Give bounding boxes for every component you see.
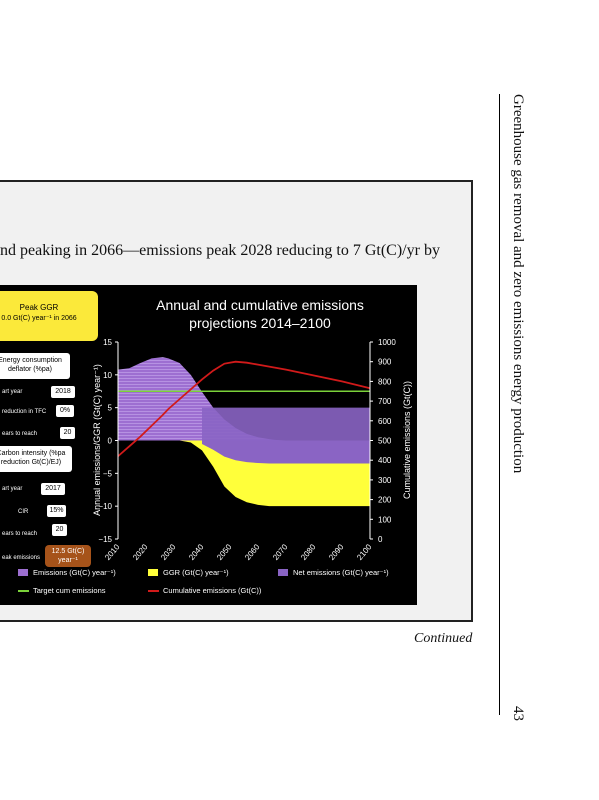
- chart-figure: Peak GGR 0.0 Gt(C) year⁻¹ in 2066 Energy…: [0, 285, 417, 605]
- y2-tick-label: 400: [378, 456, 392, 465]
- y-tick-label: −10: [98, 502, 112, 511]
- y2-tick-label: 300: [378, 476, 392, 485]
- y-tick-label: 5: [108, 404, 113, 413]
- y-axis-label: Annual emissions/GGR (Gt(C) year⁻¹): [92, 364, 102, 516]
- y2-tick-label: 600: [378, 417, 392, 426]
- x-tick-label: 2030: [159, 542, 178, 562]
- legend-label: Target cum emissions: [33, 586, 106, 595]
- x-tick-label: 2060: [243, 542, 262, 562]
- start-year-input[interactable]: 2018: [51, 386, 75, 398]
- energy-header-line1: Energy consumption: [0, 357, 62, 364]
- peak-emissions-value[interactable]: 12.5 Gt(C) year⁻¹: [45, 545, 91, 567]
- cir-input[interactable]: 15%: [47, 505, 66, 517]
- y-tick-label: 15: [103, 338, 112, 347]
- cumulative-line: [117, 360, 371, 457]
- peak-emissions-label: eak emissions: [2, 555, 41, 561]
- emissions-chart: Annual and cumulative emissions projectio…: [18, 297, 412, 595]
- emissions-area: [118, 357, 370, 441]
- y2-tick-label: 900: [378, 358, 392, 367]
- c-start-year-label: art year: [2, 486, 23, 492]
- reduction-label: reduction in TFC: [2, 409, 47, 415]
- x-tick-label: 2050: [215, 542, 234, 562]
- energy-header-line2: deflator (%pa): [8, 366, 52, 373]
- continued-note: Continued: [414, 631, 473, 646]
- peak-ggr-box: Peak GGR 0.0 Gt(C) year⁻¹ in 2066: [0, 291, 98, 341]
- y-tick-label: −5: [103, 469, 113, 478]
- c-years-input[interactable]: 20: [52, 524, 67, 536]
- peak-emissions-line2: year⁻¹: [58, 557, 78, 564]
- reduction-input[interactable]: 0%: [56, 405, 74, 417]
- energy-header: Energy consumption deflator (%pa): [0, 353, 70, 379]
- page-number: 43: [510, 706, 526, 721]
- years-input[interactable]: 20: [60, 427, 75, 439]
- x-tick-label: 2010: [103, 542, 122, 562]
- peak-ggr-title: Peak GGR: [19, 303, 59, 312]
- peak-emissions-line1: 12.5 Gt(C): [51, 548, 85, 555]
- y-tick-label: −15: [98, 535, 112, 544]
- carbon-header: Carbon intensity (%pa reduction Gt(C)/EJ…: [0, 446, 72, 472]
- x-tick-label: 2020: [131, 542, 150, 562]
- y2-tick-label: 500: [378, 437, 392, 446]
- y2-tick-label: 700: [378, 397, 392, 406]
- x-tick-label: 2040: [187, 542, 206, 562]
- y2-tick-label: 800: [378, 377, 392, 386]
- legend-label: GGR (Gt(C) year⁻¹): [163, 568, 229, 577]
- chart-title-line2: projections 2014–2100: [189, 315, 331, 331]
- legend-label: Cumulative emissions (Gt(C)): [163, 586, 262, 595]
- legend-swatch: [18, 569, 28, 576]
- cir-label: CIR: [18, 509, 29, 515]
- running-title: Greenhouse gas removal and zero emission…: [510, 94, 526, 474]
- y2-tick-label: 1000: [378, 338, 396, 347]
- x-tick-label: 2100: [355, 542, 374, 562]
- c-start-year-input[interactable]: 2017: [41, 483, 65, 495]
- y2-axis-label: Cumulative emissions (Gt(C)): [402, 381, 412, 499]
- carbon-header-line2: reduction Gt(C)/EJ): [0, 459, 62, 466]
- legend-swatch: [148, 569, 158, 576]
- x-tick-label: 2090: [327, 542, 346, 562]
- peak-ggr-value: 0.0 Gt(C) year⁻¹ in 2066: [1, 315, 77, 322]
- legend-swatch: [278, 569, 288, 576]
- x-tick-label: 2070: [271, 542, 290, 562]
- y2-tick-label: 0: [378, 535, 383, 544]
- years-label: ears to reach: [2, 431, 38, 437]
- c-years-label: ears to reach: [2, 531, 38, 537]
- net-emissions-negative: [202, 440, 370, 464]
- net-emissions-band: [202, 407, 370, 441]
- y2-tick-label: 200: [378, 496, 392, 505]
- start-year-label: art year: [2, 389, 23, 395]
- caption-text: nd peaking in 2066—emissions peak 2028 r…: [0, 242, 440, 259]
- x-tick-label: 2080: [299, 542, 318, 562]
- legend-label: Emissions (Gt(C) year⁻¹): [33, 568, 116, 577]
- chart-title-line1: Annual and cumulative emissions: [156, 297, 364, 313]
- carbon-header-line1: Carbon intensity (%pa: [0, 450, 66, 457]
- y-tick-label: 0: [108, 437, 113, 446]
- y2-tick-label: 100: [378, 515, 392, 524]
- legend-label: Net emissions (Gt(C) year⁻¹): [293, 568, 389, 577]
- y-tick-label: 10: [103, 371, 112, 380]
- margin-rule: [499, 94, 500, 715]
